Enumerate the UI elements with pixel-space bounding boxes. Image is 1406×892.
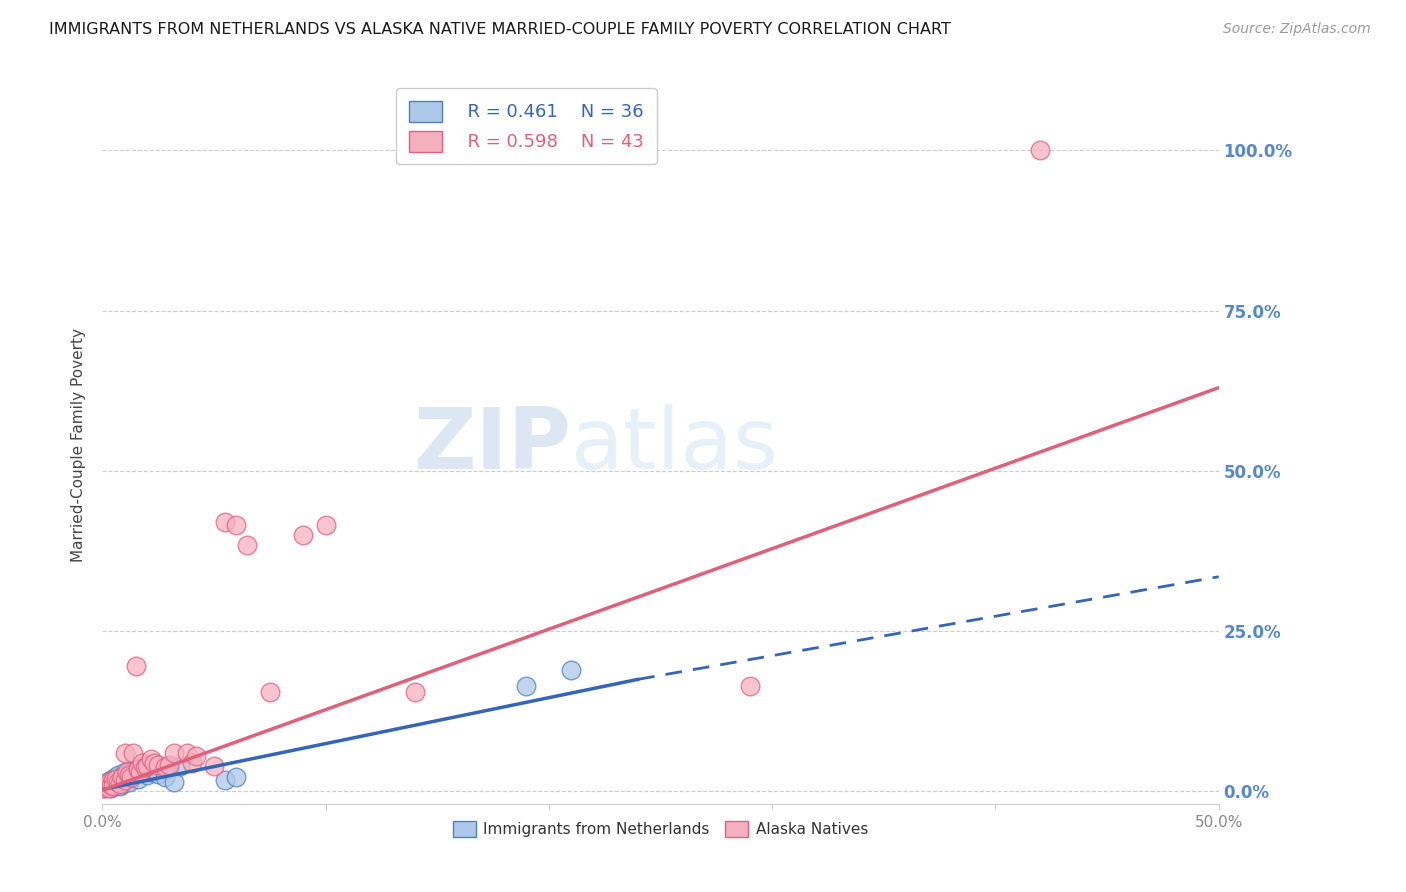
Point [103, 780, 125, 794]
Point [103, 772, 125, 787]
Point [180, 756, 202, 770]
Point [153, 771, 176, 785]
Point [108, 772, 131, 786]
Point [93, 780, 115, 794]
Point [118, 775, 141, 789]
Point [120, 771, 142, 785]
Point [127, 772, 149, 786]
Point [236, 538, 259, 552]
Point [97, 777, 120, 791]
Point [107, 772, 129, 787]
Point [100, 781, 122, 796]
Point [225, 771, 247, 785]
Point [738, 679, 761, 693]
Point [115, 768, 138, 782]
Point [146, 757, 169, 772]
Point [108, 777, 131, 791]
Point [114, 772, 136, 787]
Point [103, 778, 125, 792]
Point [118, 768, 141, 782]
Point [315, 518, 337, 533]
Point [560, 663, 582, 677]
Text: ZIP: ZIP [413, 404, 571, 487]
Point [129, 765, 152, 780]
Point [114, 765, 136, 780]
Point [122, 766, 145, 780]
Point [108, 780, 131, 794]
Point [141, 752, 163, 766]
Point [131, 756, 153, 770]
Point [107, 775, 129, 789]
Point [97, 780, 120, 794]
Point [142, 756, 165, 770]
Point [127, 762, 149, 776]
Point [184, 749, 207, 764]
Point [131, 764, 153, 778]
Point [104, 772, 127, 786]
Point [96, 775, 118, 789]
Point [1029, 144, 1052, 158]
Text: Source: ZipAtlas.com: Source: ZipAtlas.com [1223, 22, 1371, 37]
Y-axis label: Married-Couple Family Poverty: Married-Couple Family Poverty [72, 328, 86, 562]
Point [157, 757, 180, 772]
Point [97, 775, 120, 789]
Point [214, 515, 236, 529]
Point [111, 777, 134, 791]
Point [515, 679, 537, 693]
Point [100, 778, 122, 792]
Point [104, 771, 127, 785]
Point [169, 759, 191, 773]
Point [259, 685, 281, 699]
Point [225, 518, 247, 533]
Point [135, 759, 157, 773]
Point [125, 762, 148, 776]
Point [163, 775, 186, 789]
Point [96, 780, 118, 794]
Point [104, 775, 127, 789]
Point [146, 766, 169, 780]
Point [114, 746, 136, 760]
Point [127, 762, 149, 776]
Point [93, 781, 115, 796]
Text: IMMIGRANTS FROM NETHERLANDS VS ALASKA NATIVE MARRIED-COUPLE FAMILY POVERTY CORRE: IMMIGRANTS FROM NETHERLANDS VS ALASKA NA… [49, 22, 950, 37]
Point [214, 772, 236, 787]
Point [153, 760, 176, 774]
Point [125, 659, 148, 673]
Legend: Immigrants from Netherlands, Alaska Natives: Immigrants from Netherlands, Alaska Nati… [447, 814, 875, 843]
Point [202, 759, 225, 773]
Point [404, 685, 426, 699]
Text: atlas: atlas [571, 404, 779, 487]
Point [103, 772, 125, 786]
Point [93, 781, 115, 796]
Point [100, 772, 122, 787]
Point [122, 746, 145, 760]
Point [176, 746, 198, 760]
Point [163, 746, 186, 760]
Point [111, 771, 134, 785]
Point [141, 765, 163, 780]
Point [134, 760, 156, 774]
Point [157, 760, 180, 774]
Point [292, 528, 315, 542]
Point [96, 778, 118, 792]
Point [97, 781, 120, 796]
Point [107, 768, 129, 782]
Point [120, 765, 142, 780]
Point [135, 768, 157, 782]
Point [115, 765, 138, 780]
